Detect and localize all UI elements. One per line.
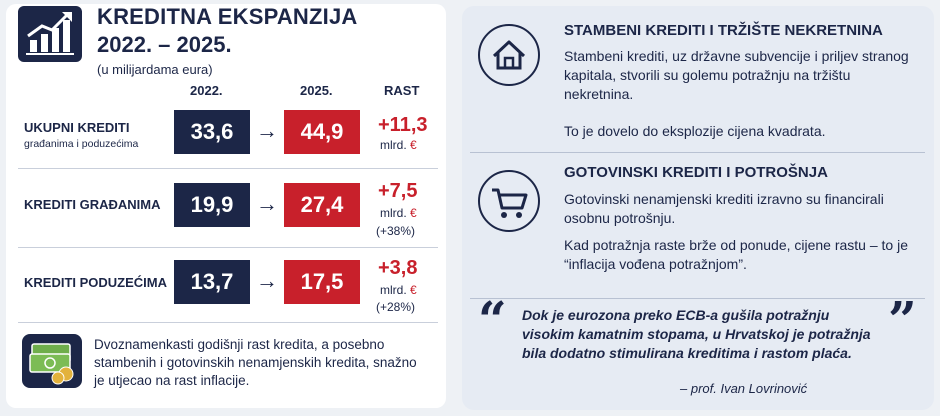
section-text-cash-loans: Gotovinski nenamjenski krediti izravno s… [564,191,884,226]
shopping-cart-icon [478,170,540,232]
growth-value: +11,3 [378,114,428,136]
section-text-housing: Stambeni krediti, uz državne subvencije … [564,48,909,102]
column-header-2025: 2025. [300,83,333,98]
inflation-note: Dvoznamenkasti godišnji rast kredita, a … [94,337,417,388]
value-2022: 13,7 [174,260,250,304]
divider [18,322,438,323]
value-2022: 19,9 [174,183,250,227]
value-2022: 33,6 [174,110,250,154]
chart-growth-icon [18,6,82,62]
row-label: KREDITI PODUZEĆIMA [24,275,167,290]
growth-unit: mlrd. € [380,138,417,152]
value-2025: 27,4 [284,183,360,227]
explanation-panel [462,6,934,410]
column-header-2022: 2022. [190,83,223,98]
value-2025: 17,5 [284,260,360,304]
row-label: UKUPNI KREDITI [24,120,130,135]
growth-percent: (+38%) [376,224,416,238]
growth-unit: mlrd. € [380,206,417,220]
growth-value: +7,5 [378,180,418,202]
row-label: KREDITI GRAĐANIMA [24,197,161,212]
divider [470,298,925,299]
close-quote-icon: ” [888,290,917,349]
value-2025: 44,9 [284,110,360,154]
divider [18,168,438,169]
arrow-icon: → [256,268,278,293]
money-stack-icon [22,334,82,388]
units-subtitle: (u milijardama eura) [97,62,213,77]
page-title: KREDITNA EKSPANZIJA [97,4,358,29]
quote-author: – prof. Ivan Lovrinović [680,381,808,396]
divider [470,152,925,153]
open-quote-icon: “ [478,290,507,349]
house-icon [478,24,540,86]
divider [18,247,438,248]
arrow-icon: → [256,118,278,143]
section-text-cash-loans-2: Kad potražnja raste brže od ponude, cije… [564,237,908,272]
row-sublabel: građanima i poduzećima [24,138,139,150]
column-header-growth: RAST [384,83,420,98]
section-heading-housing: STAMBENI KREDITI I TRŽIŠTE NEKRETNINA [564,22,883,39]
section-heading-cash-loans: GOTOVINSKI KREDITI I POTROŠNJA [564,164,828,181]
growth-percent: (+28%) [376,300,416,314]
growth-unit: mlrd. € [380,283,417,297]
page-title-years: 2022. – 2025. [97,32,232,57]
arrow-icon: → [256,191,278,216]
quote-text: Dok je eurozona preko ECB-a gušila potra… [522,307,871,361]
section-text-housing-2: To je dovelo do eksplozije cijena kvadra… [564,123,826,139]
growth-value: +3,8 [378,257,418,279]
